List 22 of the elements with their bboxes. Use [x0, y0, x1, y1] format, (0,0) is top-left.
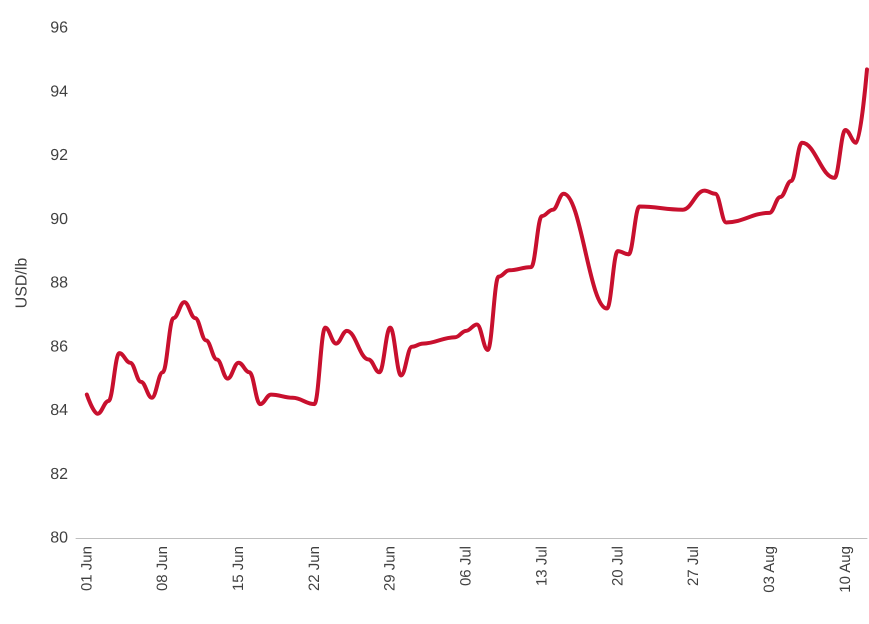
y-tick-label: 86 [50, 338, 68, 356]
y-tick-label: 92 [50, 147, 68, 164]
y-tick-label: 84 [50, 402, 68, 419]
line-series [84, 67, 869, 416]
y-axis-title: USD/lb [14, 258, 30, 308]
x-tick-label: 22 Jun [306, 546, 323, 592]
y-tick-label: 96 [50, 20, 68, 36]
x-tick-label: 01 Jun [78, 546, 96, 592]
x-tick-label: 29 Jun [382, 546, 399, 592]
x-tick-label: 08 Jun [154, 546, 172, 592]
x-tick-label: 15 Jun [230, 546, 248, 592]
y-tick-label: 88 [50, 274, 68, 292]
y-tick-label: 80 [50, 530, 68, 546]
x-tick-label: 13 Jul [533, 546, 550, 586]
y-tick-label: 82 [50, 466, 68, 483]
x-tick-label: 06 Jul [458, 546, 475, 586]
x-tick-label: 27 Jul [685, 546, 702, 586]
x-tick-label: 03 Aug [760, 546, 778, 593]
x-tick-label: 20 Jul [609, 546, 626, 586]
x-tick-label: 10 Aug [836, 546, 854, 593]
y-tick-label: 94 [50, 83, 68, 100]
y-tick-label: 90 [50, 210, 68, 228]
